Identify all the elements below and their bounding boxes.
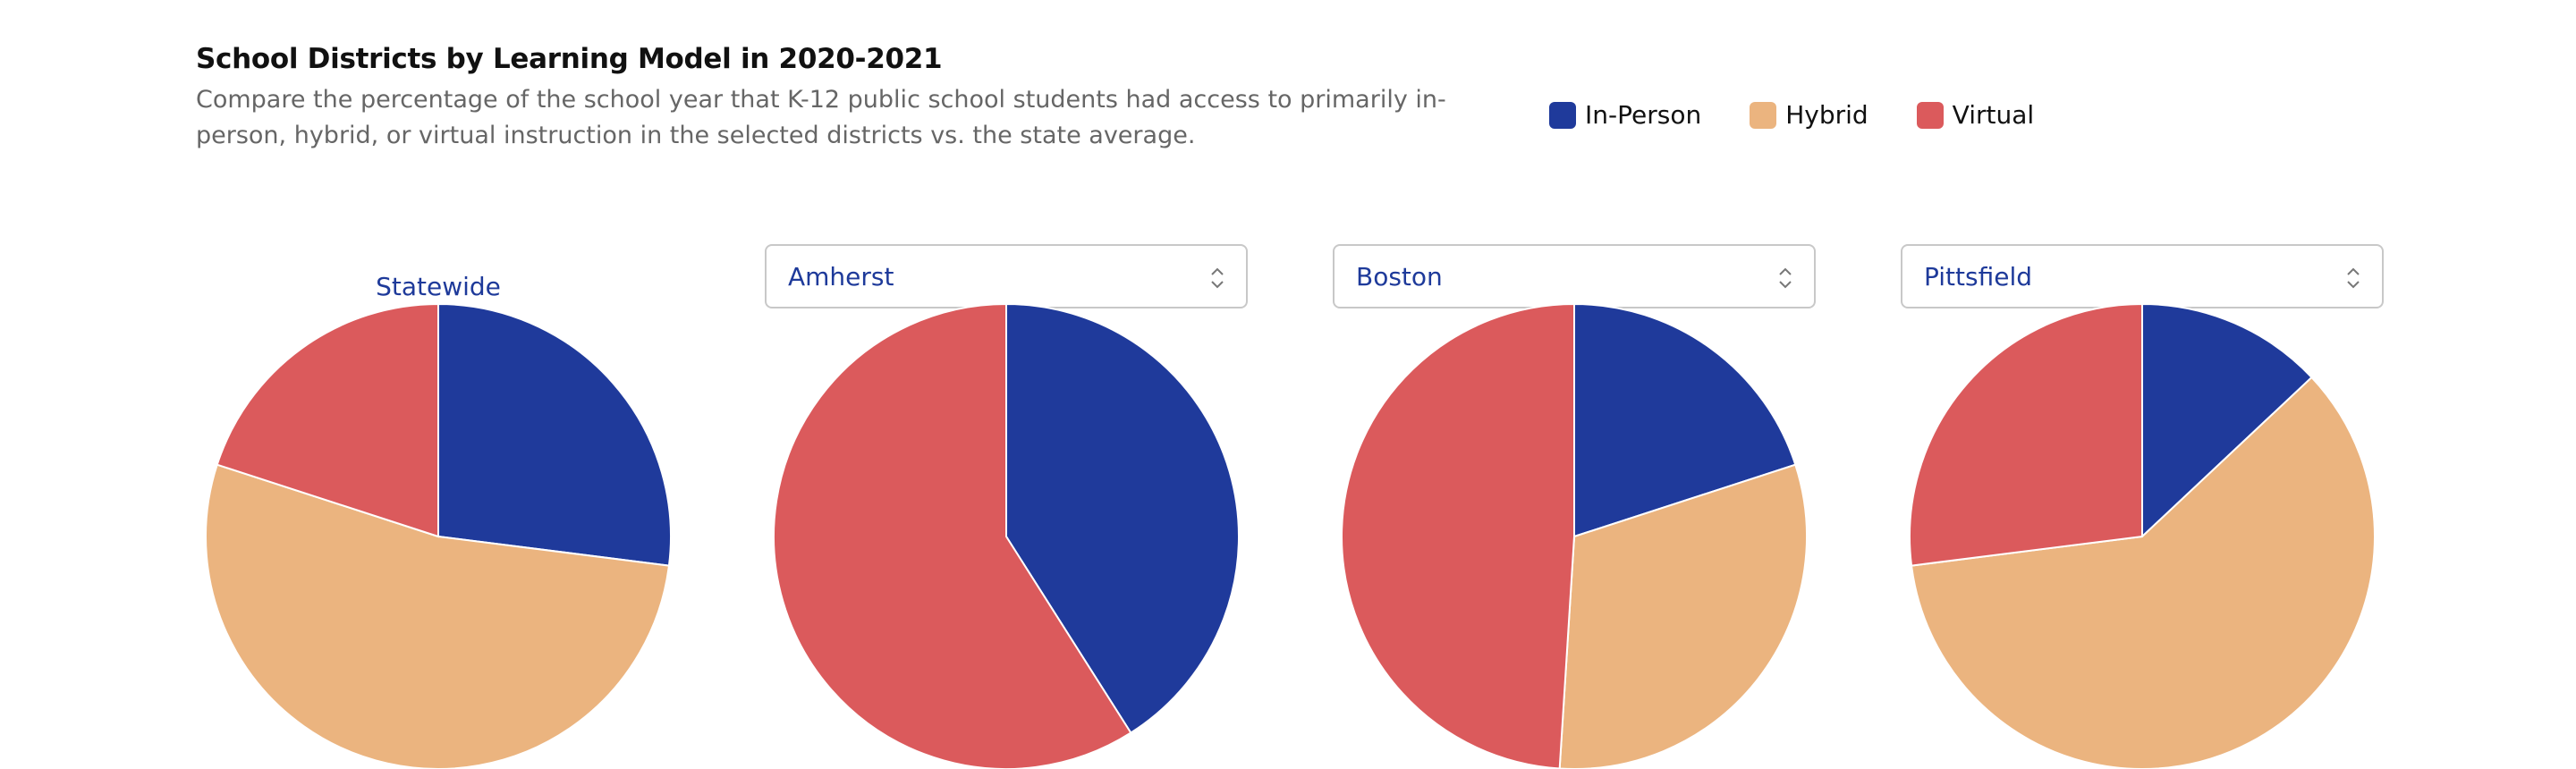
district-select-boston[interactable]: Boston <box>1333 244 1816 308</box>
pie-slice-virtual <box>1341 302 1575 769</box>
pie-chart-statewide <box>205 302 672 769</box>
legend-swatch-hybrid <box>1750 101 1777 129</box>
pie-chart-amherst <box>773 302 1240 769</box>
pie-slice-virtual <box>1909 302 2143 567</box>
chevron-up-down-icon <box>1211 267 1224 289</box>
pie-slice-virtual <box>216 302 439 538</box>
legend-label-virtual: Virtual <box>1952 100 2035 130</box>
pie-slice-in-person <box>437 302 672 567</box>
chevron-up-down-icon <box>2347 267 2360 289</box>
pie-chart-boston <box>1341 302 1808 769</box>
legend: In-Person Hybrid Virtual <box>1549 100 2082 130</box>
pie-slice-in-person <box>1005 302 1240 734</box>
statewide-label: Statewide <box>376 272 501 301</box>
legend-swatch-virtual <box>1916 101 1944 129</box>
chart-title: School Districts by Learning Model in 20… <box>196 43 943 75</box>
chart-subtitle: Compare the percentage of the school yea… <box>196 86 1446 149</box>
legend-label-in-person: In-Person <box>1585 100 1702 130</box>
legend-item-virtual: Virtual <box>1916 100 2035 130</box>
district-select-value: Amherst <box>788 262 894 292</box>
pie-chart-pittsfield <box>1909 302 2376 769</box>
legend-item-hybrid: Hybrid <box>1750 100 1868 130</box>
legend-item-in-person: In-Person <box>1549 100 1701 130</box>
district-select-value: Boston <box>1356 262 1443 292</box>
legend-label-hybrid: Hybrid <box>1785 100 1868 130</box>
pie-slice-in-person <box>1573 302 1797 538</box>
district-select-value: Pittsfield <box>1924 262 2033 292</box>
pie-slice-in-person <box>2141 302 2313 539</box>
legend-swatch-in-person <box>1549 101 1576 129</box>
chevron-up-down-icon <box>1779 267 1792 289</box>
district-select-amherst[interactable]: Amherst <box>765 244 1248 308</box>
district-select-pittsfield[interactable]: Pittsfield <box>1901 244 2384 308</box>
